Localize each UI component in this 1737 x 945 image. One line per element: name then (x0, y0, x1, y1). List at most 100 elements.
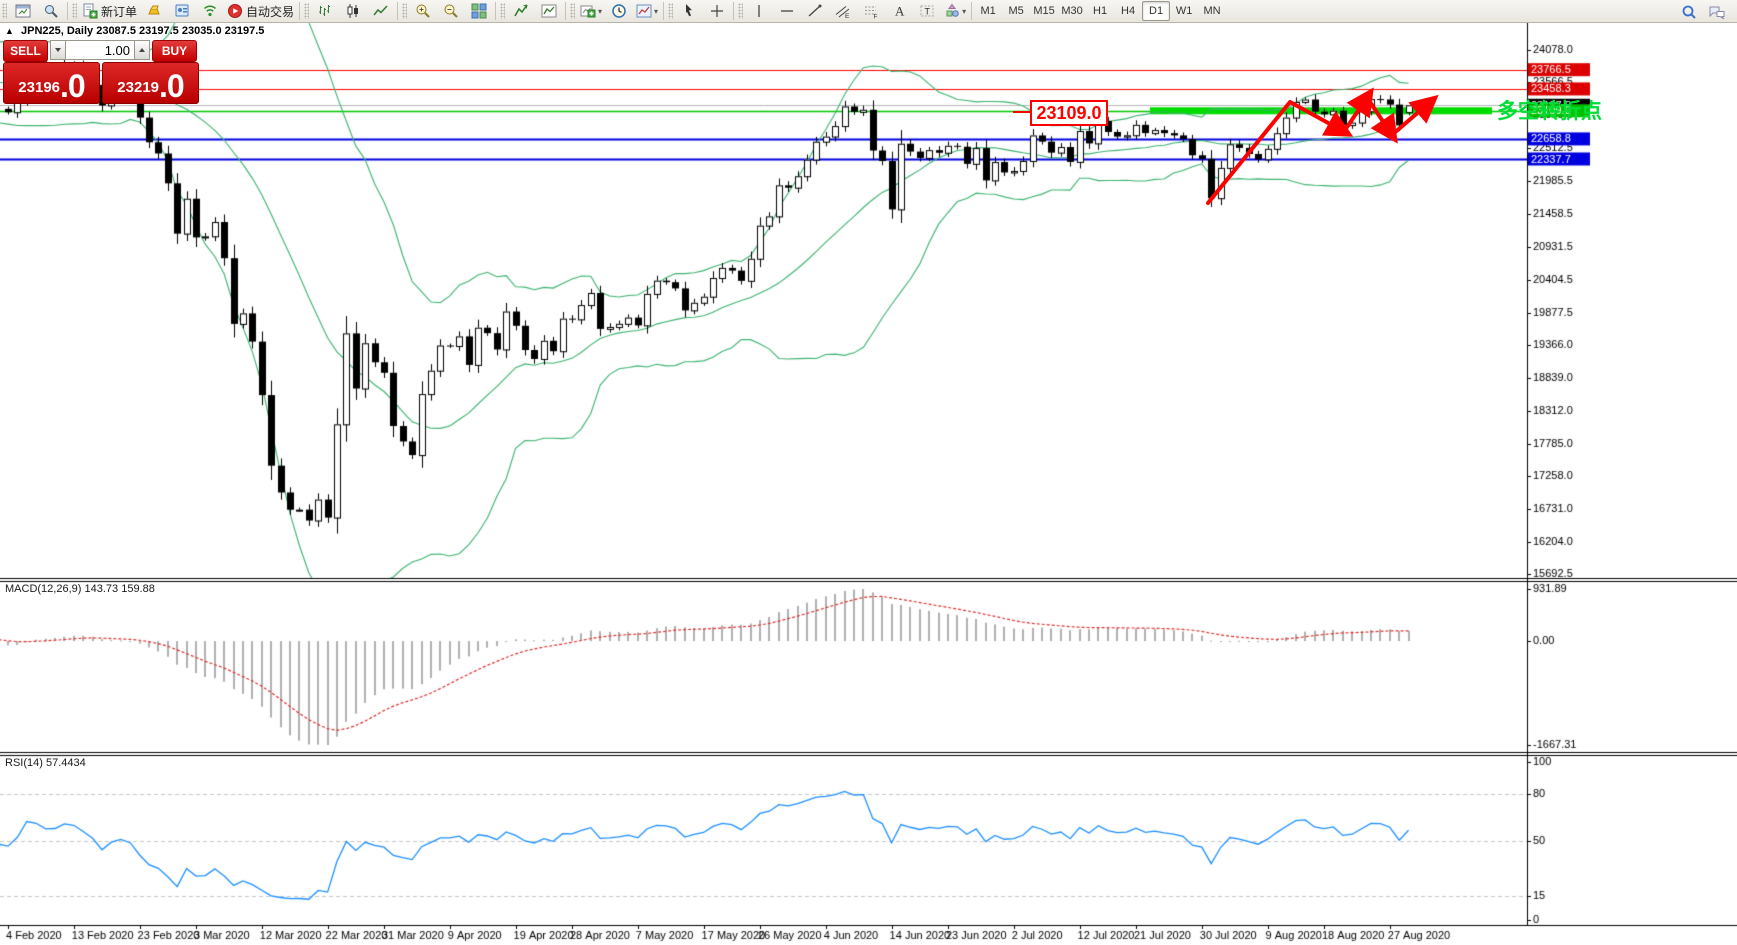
zoom-in-button[interactable] (409, 0, 437, 22)
gold-icon (148, 5, 160, 15)
shapes-icon (946, 3, 959, 17)
bar-chart-mode-button[interactable] (311, 0, 339, 22)
timeframe-button-m1[interactable]: M1 (980, 5, 996, 17)
text-tool-button[interactable]: A (885, 0, 913, 22)
chat-icon (1709, 6, 1725, 20)
macd-indicator-label: MACD(12,26,9) 143.73 159.88 (5, 583, 155, 595)
volume-down-button[interactable] (50, 40, 66, 60)
price-annotation-box[interactable]: 23109.0 (1030, 100, 1108, 126)
ind-icon (514, 4, 528, 17)
panel-toggle-arrow[interactable]: ▲ (5, 26, 14, 36)
buy-price-main: 23219 (117, 79, 160, 96)
mag-icon (45, 5, 58, 18)
win-icon (15, 4, 31, 18)
signal-icon (204, 5, 217, 17)
hline-icon (781, 10, 794, 12)
triangle-up-icon (139, 48, 145, 52)
toolbar-separator (397, 2, 399, 20)
cursor-icon (686, 4, 693, 17)
chevron-down-icon[interactable]: ▾ (598, 6, 603, 16)
crosshair-tool-button[interactable] (703, 0, 731, 22)
label-tool-button[interactable]: T (913, 0, 941, 22)
zoom-out-button[interactable] (437, 0, 465, 22)
add-indicator-button[interactable]: ▾ (577, 0, 605, 22)
shapes-tool-button[interactable]: ▾ (941, 0, 969, 22)
timeframe-button-h1[interactable]: H1 (1093, 5, 1108, 17)
chan-icon: E (835, 6, 850, 19)
buy-button[interactable]: BUY (152, 40, 197, 62)
templates-button[interactable]: ▾ (633, 0, 661, 22)
candlestick-mode-button[interactable] (339, 0, 367, 22)
linechart-icon (373, 5, 388, 16)
new-order-button[interactable]: 新订单 (79, 0, 140, 22)
rsi-indicator-label: RSI(14) 57.4434 (5, 757, 86, 769)
zout-icon (444, 4, 458, 18)
market-watch-button[interactable] (37, 0, 65, 22)
toolbar-grip (668, 3, 674, 19)
one-click-trading-panel: SELL BUY 23196.0 23219.0 (3, 40, 199, 104)
vertical-line-tool-button[interactable] (745, 0, 773, 22)
timeframe-button-d1[interactable]: D1 (1142, 1, 1171, 21)
volume-input[interactable] (66, 40, 134, 60)
trendline-tool-button[interactable] (801, 0, 829, 22)
chevron-down-icon[interactable]: ▾ (654, 6, 659, 16)
price-annotation-leader (1013, 111, 1030, 113)
indwin-icon (541, 4, 557, 18)
timeframe-button-m15[interactable]: M15 (1033, 5, 1055, 17)
triangle-down-icon (55, 48, 61, 52)
signals-button[interactable] (196, 0, 224, 22)
toolbar-grip (570, 3, 576, 19)
toolbar-separator (733, 2, 735, 20)
gold-symbol-button[interactable] (140, 0, 168, 22)
sell-price-frac: .0 (60, 68, 86, 104)
auto-scroll-button[interactable] (507, 0, 535, 22)
zin-icon (416, 4, 430, 18)
toolbar-grip (2, 3, 7, 19)
timeframe-button-mn[interactable]: MN (1203, 5, 1221, 17)
toolbar-separator (663, 2, 665, 20)
neworder-icon (83, 3, 98, 19)
volume-up-button[interactable] (134, 40, 150, 60)
sell-price-display[interactable]: 23196.0 (3, 62, 100, 104)
pivot-annotation-text[interactable]: 多空转折点 (1497, 100, 1602, 123)
fibonacci-tool-button[interactable]: F (857, 0, 885, 22)
toolbar-right-group (1675, 1, 1731, 23)
chat-button[interactable] (1703, 1, 1731, 23)
line-chart-mode-button[interactable] (367, 0, 395, 22)
toolbar-grip (402, 3, 408, 19)
svg-text:E: E (845, 13, 850, 19)
toolbar-separator (971, 2, 973, 20)
sell-price-main: 23196 (18, 79, 61, 96)
tile-windows-button[interactable] (465, 0, 493, 22)
autotrading-button[interactable]: 自动交易 (224, 0, 297, 22)
new-chart-button[interactable] (9, 0, 37, 22)
channel-tool-button[interactable]: E (829, 0, 857, 22)
chart-symbol-period: JPN225, Daily (20, 25, 94, 37)
auto-icon (228, 4, 243, 18)
new-order-button-label: 新订单 (101, 4, 138, 19)
timeframe-button-m5[interactable]: M5 (1008, 5, 1024, 17)
fibo-icon: F (865, 6, 878, 19)
account-history-button[interactable] (168, 0, 196, 22)
bars-icon (319, 5, 331, 16)
autotrading-button-label: 自动交易 (246, 4, 295, 19)
main-toolbar: 新订单 自动交易 ▾ ▾ E F A T ▾ M1 M5 M15 M30 H1 H4 D1 W1 MN (0, 0, 1737, 23)
cndl-icon (347, 4, 359, 18)
chevron-down-icon[interactable]: ▾ (962, 6, 967, 16)
search-button[interactable] (1675, 1, 1703, 23)
vline-icon (758, 5, 760, 17)
chart-shift-button[interactable] (535, 0, 563, 22)
cross-icon (711, 5, 724, 17)
toolbar-separator (495, 2, 497, 20)
addind-icon (580, 5, 596, 18)
periods-clock-button[interactable] (605, 0, 633, 22)
sell-button[interactable]: SELL (3, 40, 48, 62)
buy-price-display[interactable]: 23219.0 (102, 62, 199, 104)
timeframe-button-h4[interactable]: H4 (1121, 5, 1136, 17)
cursor-tool-button[interactable] (675, 0, 703, 22)
timeframe-button-w1[interactable]: W1 (1175, 5, 1193, 17)
horizontal-line-tool-button[interactable] (773, 0, 801, 22)
timeframe-button-m30[interactable]: M30 (1061, 5, 1083, 17)
tile-icon (471, 3, 487, 19)
